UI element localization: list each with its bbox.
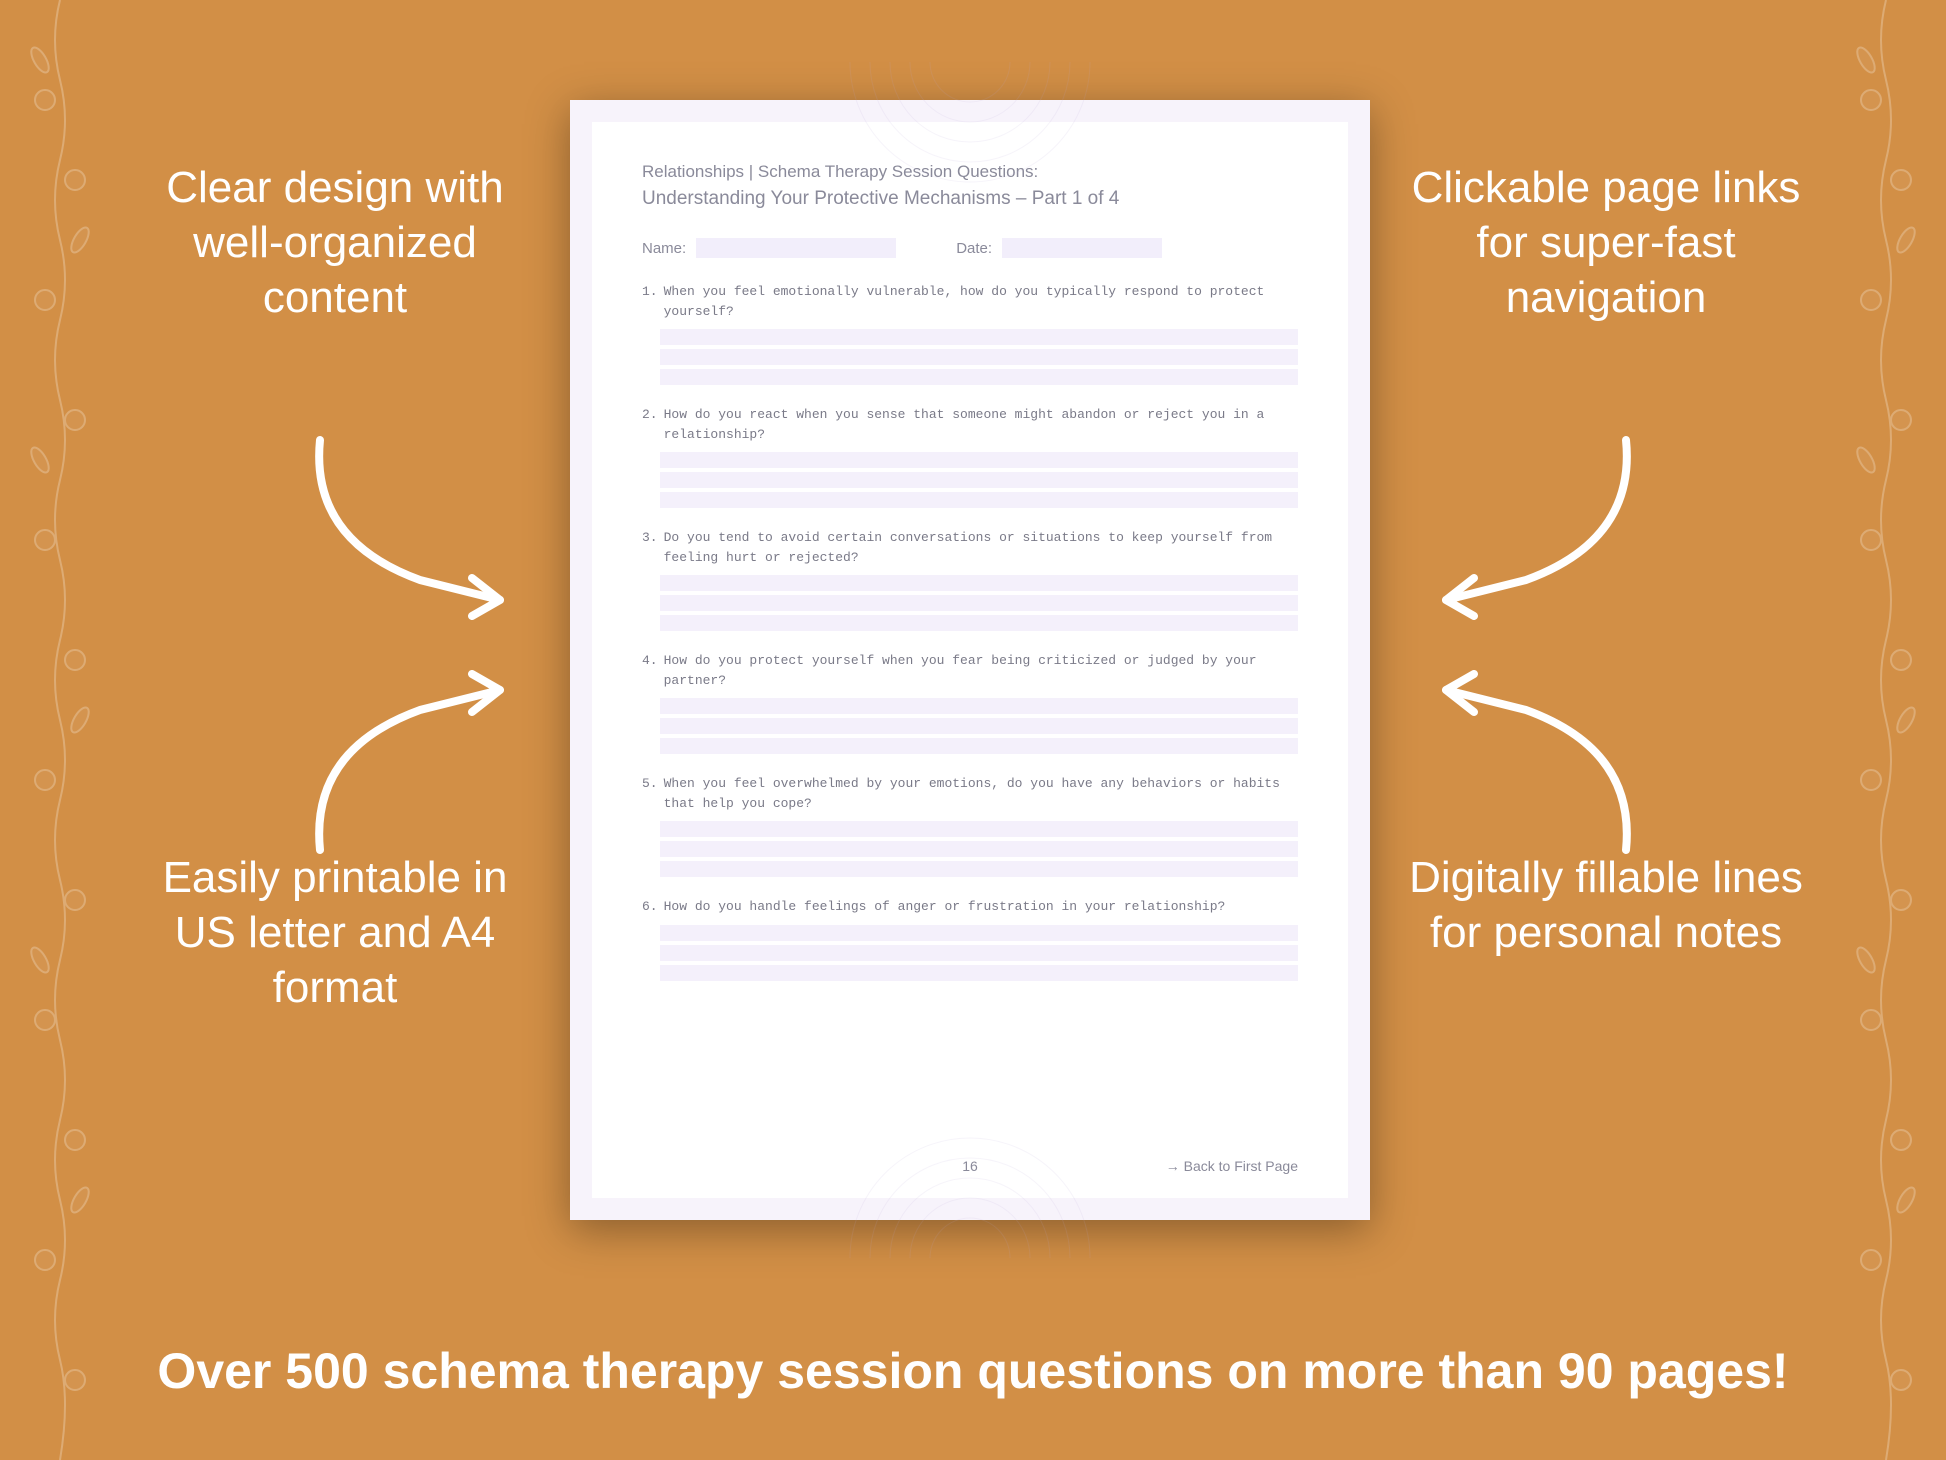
- date-field[interactable]: [1002, 238, 1162, 258]
- callout-bottom-left: Easily printable in US letter and A4 for…: [150, 850, 520, 1015]
- back-to-first-link[interactable]: → Back to First Page: [1166, 1158, 1298, 1174]
- question-text: When you feel overwhelmed by your emotio…: [664, 774, 1298, 813]
- answer-line[interactable]: [660, 861, 1298, 877]
- answer-line[interactable]: [660, 821, 1298, 837]
- answer-lines[interactable]: [642, 329, 1298, 385]
- answer-line[interactable]: [660, 945, 1298, 961]
- answer-lines[interactable]: [642, 575, 1298, 631]
- question-3: 3.Do you tend to avoid certain conversat…: [642, 528, 1298, 631]
- question-number: 2.: [642, 405, 658, 444]
- name-field[interactable]: [696, 238, 896, 258]
- answer-line[interactable]: [660, 718, 1298, 734]
- answer-line[interactable]: [660, 329, 1298, 345]
- question-6: 6. How do you handle feelings of anger or…: [642, 897, 1298, 981]
- answer-line[interactable]: [660, 349, 1298, 365]
- question-number: 3.: [642, 528, 658, 567]
- answer-line[interactable]: [660, 492, 1298, 508]
- answer-line[interactable]: [660, 698, 1298, 714]
- question-text: How do you protect yourself when you fea…: [664, 651, 1298, 690]
- question-text: How do you react when you sense that som…: [664, 405, 1298, 444]
- answer-line[interactable]: [660, 472, 1298, 488]
- answer-lines[interactable]: [642, 452, 1298, 508]
- question-text: How do you handle feelings of anger or f…: [664, 897, 1298, 917]
- question-number: 5.: [642, 774, 658, 813]
- answer-lines[interactable]: [642, 698, 1298, 754]
- answer-line[interactable]: [660, 369, 1298, 385]
- worksheet-inner: Relationships | Schema Therapy Session Q…: [592, 122, 1348, 1198]
- question-number: 4.: [642, 651, 658, 690]
- name-label: Name:: [642, 240, 686, 257]
- answer-line[interactable]: [660, 452, 1298, 468]
- mandala-bottom-icon: [840, 1128, 1100, 1258]
- question-5: 5.When you feel overwhelmed by your emot…: [642, 774, 1298, 877]
- arrow-top-right: [1406, 420, 1666, 620]
- arrow-bottom-right: [1406, 670, 1666, 870]
- date-label: Date:: [956, 240, 992, 257]
- question-1: 1.When you feel emotionally vulnerable, …: [642, 282, 1298, 385]
- answer-line[interactable]: [660, 738, 1298, 754]
- question-text: When you feel emotionally vulnerable, ho…: [664, 282, 1298, 321]
- worksheet-page: Relationships | Schema Therapy Session Q…: [570, 100, 1370, 1220]
- page-number: 16: [962, 1158, 978, 1174]
- floral-border-right: [1826, 0, 1946, 1460]
- page-footer: 16 → Back to First Page: [642, 1158, 1298, 1174]
- callout-top-right: Clickable page links for super-fast navi…: [1406, 160, 1806, 325]
- bottom-caption: Over 500 schema therapy session question…: [0, 1342, 1946, 1400]
- question-2: 2.How do you react when you sense that s…: [642, 405, 1298, 508]
- arrow-bottom-left: [280, 670, 540, 870]
- answer-line[interactable]: [660, 925, 1298, 941]
- name-date-row: Name: Date:: [642, 238, 1298, 258]
- answer-line[interactable]: [660, 575, 1298, 591]
- question-number: 6.: [642, 897, 658, 917]
- arrow-top-left: [280, 420, 540, 620]
- answer-line[interactable]: [660, 841, 1298, 857]
- answer-lines[interactable]: [642, 821, 1298, 877]
- question-text: Do you tend to avoid certain conversatio…: [664, 528, 1298, 567]
- callout-top-left: Clear design with well-organized content: [150, 160, 520, 325]
- answer-line[interactable]: [660, 615, 1298, 631]
- answer-lines[interactable]: [642, 925, 1298, 981]
- answer-line[interactable]: [660, 965, 1298, 981]
- mandala-top-icon: [840, 62, 1100, 192]
- floral-border-left: [0, 0, 120, 1460]
- answer-line[interactable]: [660, 595, 1298, 611]
- questions-container: 1.When you feel emotionally vulnerable, …: [642, 282, 1298, 981]
- question-4: 4.How do you protect yourself when you f…: [642, 651, 1298, 754]
- question-number: 1.: [642, 282, 658, 321]
